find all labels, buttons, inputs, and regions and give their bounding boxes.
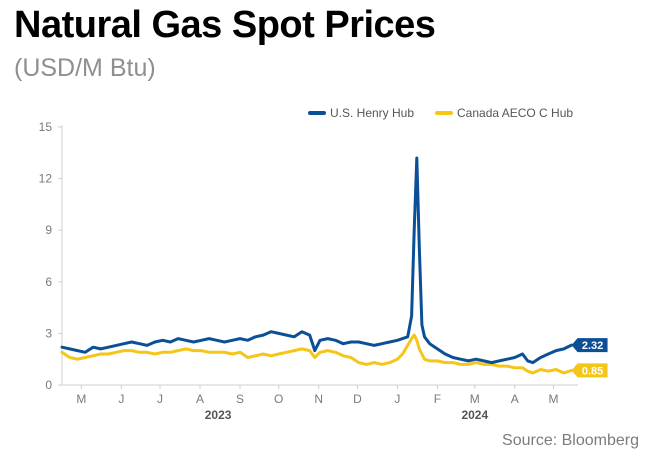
chart-axes: 0 3 6 9 12 15 M J J A S O N D J F M A M 2023 2024 — [39, 120, 578, 422]
legend-label-aeco: Canada AECO C Hub — [457, 106, 573, 120]
legend-label-henry-hub: U.S. Henry Hub — [330, 106, 414, 120]
x-tick-label: A — [196, 392, 204, 406]
chart-title: Natural Gas Spot Prices — [14, 4, 436, 46]
x-year-label: 2024 — [461, 408, 488, 422]
x-tick-label: F — [434, 392, 441, 406]
x-tick-label: J — [118, 392, 124, 406]
y-tick-label: 0 — [45, 378, 52, 392]
x-year-label: 2023 — [205, 408, 232, 422]
source-note: Source: Bloomberg — [502, 432, 639, 449]
chart-subtitle: (USD/M Btu) — [14, 54, 156, 82]
series-line-aeco — [60, 333, 573, 375]
end-label-tag-aeco — [571, 363, 608, 378]
series-line-henry-hub — [60, 156, 573, 365]
x-tick-label: J — [394, 392, 400, 406]
x-tick-label: J — [157, 392, 163, 406]
x-tick-label: A — [511, 392, 519, 406]
x-tick-label: M — [76, 392, 86, 406]
y-tick-label: 12 — [39, 172, 53, 186]
chart-end-labels: 2.32 0.85 — [571, 338, 608, 378]
end-label-henry-hub: 2.32 — [582, 340, 603, 352]
x-tick-label: N — [314, 392, 323, 406]
x-tick-label: M — [470, 392, 480, 406]
x-tick-label: D — [353, 392, 362, 406]
end-label-tag-henry-hub — [571, 338, 608, 353]
y-tick-label: 15 — [39, 120, 53, 134]
y-tick-label: 9 — [45, 223, 52, 237]
end-label-aeco: 0.85 — [582, 365, 603, 377]
chart-series-layer — [60, 156, 573, 375]
x-tick-label: M — [548, 392, 558, 406]
y-tick-label: 3 — [45, 326, 52, 340]
x-tick-label: S — [236, 392, 244, 406]
x-tick-label: O — [274, 392, 283, 406]
y-tick-label: 6 — [45, 275, 52, 289]
chart-legend: U.S. Henry Hub Canada AECO C Hub — [308, 106, 573, 120]
